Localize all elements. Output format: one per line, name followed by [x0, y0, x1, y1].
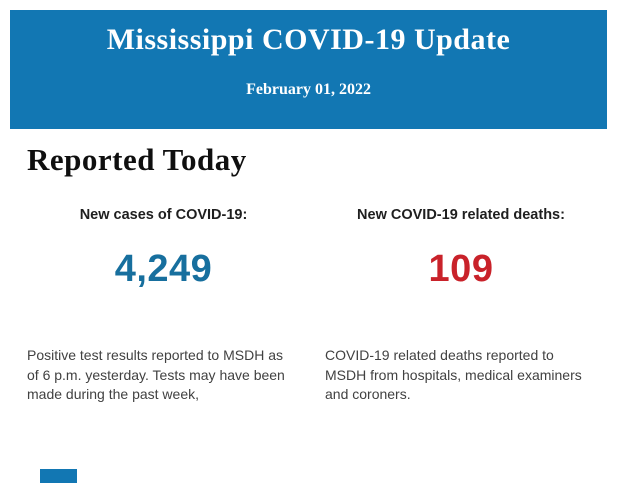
new-deaths-description: COVID-19 related deaths reported to MSDH… [325, 347, 582, 402]
newsletter-title: Mississippi COVID-19 Update [106, 23, 511, 56]
section-title: Reported Today [27, 142, 247, 177]
stat-new-cases: New cases of COVID-19: 4,249 Positive te… [27, 207, 300, 405]
cut-off-blue-block [40, 469, 77, 483]
new-deaths-label: New COVID-19 related deaths: [357, 207, 565, 223]
new-deaths-value: 109 [428, 248, 494, 290]
new-cases-label: New cases of COVID-19: [79, 207, 248, 223]
stat-new-deaths: New COVID-19 related deaths: 109 COVID-1… [325, 207, 597, 405]
new-cases-description: Positive test results reported to MSDH a… [27, 347, 285, 402]
newsletter-date: February 01, 2022 [246, 81, 371, 98]
stats-grid: New cases of COVID-19: 4,249 Positive te… [27, 207, 597, 405]
header-banner: Mississippi COVID-19 Update February 01,… [10, 10, 607, 129]
new-cases-value: 4,249 [114, 248, 213, 290]
